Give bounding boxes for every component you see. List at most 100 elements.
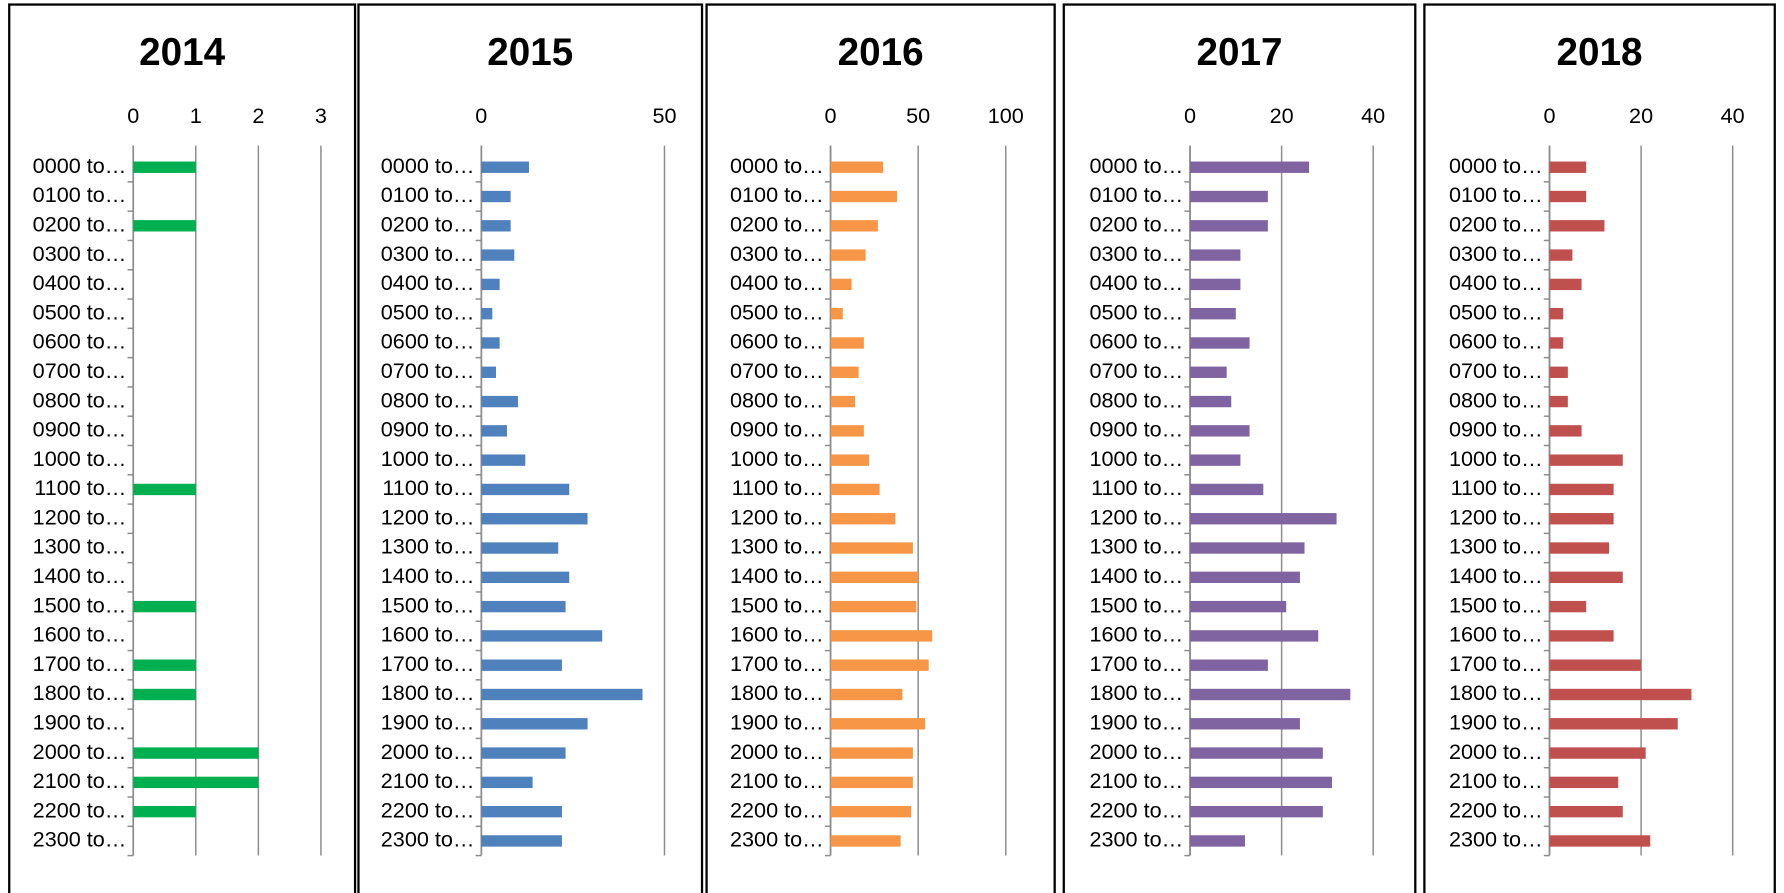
y-tick-label: 0800 to… [1449, 387, 1543, 412]
y-tick-label: 1400 to… [1449, 563, 1543, 588]
bar [1190, 805, 1323, 818]
x-tick-label: 3 [315, 103, 327, 128]
y-tick-label: 1800 to… [33, 680, 127, 705]
panel-border [1062, 3, 1417, 893]
chart-title: 2015 [487, 31, 573, 74]
bar [133, 659, 196, 671]
y-tick-label: 1600 to… [730, 622, 824, 647]
x-tick-label: 0 [1544, 103, 1556, 128]
bar [830, 161, 884, 173]
y-tick-label: 0900 to… [1090, 417, 1184, 442]
y-tick-label: 2200 to… [381, 797, 475, 822]
y-tick-label: 0600 to… [1090, 329, 1184, 354]
bar [481, 454, 526, 466]
bar [1190, 571, 1300, 584]
bar [1549, 278, 1582, 291]
y-tick-label: 0400 to… [1090, 270, 1184, 295]
bar [830, 190, 898, 203]
bar [481, 483, 570, 496]
bar [481, 542, 559, 554]
y-tick-label: 1200 to… [381, 504, 475, 529]
y-tick-label: 1600 to… [1449, 622, 1543, 647]
bar [133, 600, 196, 613]
x-tick-label: 40 [1721, 103, 1745, 128]
bar [1549, 747, 1646, 759]
bar [1549, 659, 1642, 671]
bar [481, 747, 566, 759]
bar [481, 600, 566, 613]
y-tick-label: 0700 to… [1090, 358, 1184, 383]
bar [133, 688, 196, 701]
bar [830, 395, 856, 408]
y-tick-label: 2300 to… [1090, 827, 1184, 852]
bar [481, 337, 500, 349]
y-tick-label: 0200 to… [33, 212, 127, 237]
bar [1190, 659, 1268, 671]
bar [1549, 805, 1623, 818]
bar [830, 220, 878, 232]
y-tick-label: 0600 to… [381, 329, 475, 354]
x-tick-label: 0 [475, 103, 487, 128]
y-tick-label: 0300 to… [730, 241, 824, 266]
bar [1549, 307, 1564, 320]
bar [830, 630, 933, 642]
y-tick-label: 1900 to… [1449, 709, 1543, 734]
bar [830, 278, 852, 291]
bar [481, 249, 515, 261]
y-tick-label: 2100 to… [1449, 768, 1543, 793]
y-tick-label: 1400 to… [1090, 563, 1184, 588]
x-tick-label: 40 [1361, 103, 1385, 128]
y-tick-label: 1300 to… [381, 534, 475, 559]
y-tick-label: 1100 to… [1091, 475, 1183, 500]
y-tick-label: 0500 to… [1090, 299, 1184, 324]
y-tick-label: 2300 to… [33, 827, 127, 852]
y-tick-label: 2100 to… [381, 768, 475, 793]
y-tick-label: 2000 to… [1449, 739, 1543, 764]
y-tick-label: 0100 to… [33, 182, 127, 207]
bar [1190, 483, 1264, 496]
y-tick-label: 0500 to… [33, 299, 127, 324]
x-tick-label: 100 [988, 103, 1024, 128]
x-tick-label: 20 [1629, 103, 1653, 128]
panel-border [357, 3, 704, 893]
bar [830, 805, 912, 818]
bar [1549, 161, 1587, 173]
bar [1190, 337, 1250, 349]
y-tick-label: 1500 to… [1449, 592, 1543, 617]
y-tick-label: 1300 to… [730, 534, 824, 559]
y-tick-label: 0700 to… [381, 358, 475, 383]
chart-title: 2014 [139, 31, 225, 74]
y-tick-label: 1200 to… [730, 504, 824, 529]
y-tick-label: 1700 to… [381, 651, 475, 676]
y-tick-label: 1300 to… [33, 534, 127, 559]
y-tick-label: 0400 to… [33, 270, 127, 295]
y-tick-label: 1000 to… [33, 446, 127, 471]
y-tick-label: 1800 to… [1449, 680, 1543, 705]
y-tick-label: 0500 to… [730, 299, 824, 324]
x-tick-label: 0 [825, 103, 837, 128]
bar [1190, 688, 1351, 701]
y-tick-label: 1200 to… [33, 504, 127, 529]
y-tick-label: 0400 to… [381, 270, 475, 295]
y-tick-label: 1700 to… [1090, 651, 1184, 676]
y-tick-label: 0900 to… [1449, 417, 1543, 442]
y-tick-label: 0100 to… [730, 182, 824, 207]
bar [1190, 454, 1241, 466]
chart-title: 2016 [838, 31, 924, 74]
y-tick-label: 0000 to… [381, 153, 475, 178]
y-tick-label: 1300 to… [1449, 534, 1543, 559]
bar [481, 776, 533, 789]
bar [830, 776, 913, 789]
bar [481, 278, 500, 291]
bar [830, 688, 903, 701]
y-tick-label: 0400 to… [730, 270, 824, 295]
bar [1549, 190, 1587, 203]
y-tick-label: 2000 to… [381, 739, 475, 764]
y-tick-label: 0100 to… [1090, 182, 1184, 207]
bar [481, 161, 529, 173]
y-tick-label: 1400 to… [381, 563, 475, 588]
bar [481, 220, 511, 232]
bar [1190, 600, 1287, 613]
y-tick-label: 2200 to… [1449, 797, 1543, 822]
bar [481, 718, 588, 730]
